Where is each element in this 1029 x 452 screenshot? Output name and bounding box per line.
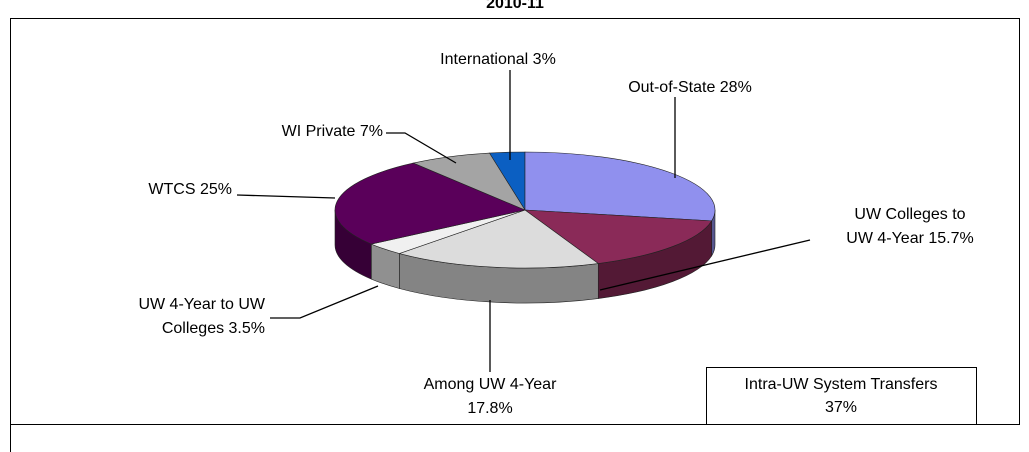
slice xyxy=(524,151,716,222)
slice-label: Among UW 4-Year xyxy=(424,376,557,393)
slice-label: WI Private 7% xyxy=(282,123,383,140)
annotation-box xyxy=(706,367,977,425)
leader-line xyxy=(386,132,457,164)
slice xyxy=(398,209,600,269)
leader-line xyxy=(599,239,811,291)
slice-label: International 3% xyxy=(440,51,556,68)
slice-label: UW 4-Year 15.7% xyxy=(846,230,973,247)
slice-label: WTCS 25% xyxy=(148,181,232,198)
slice-label: 17.8% xyxy=(467,400,512,417)
slice xyxy=(334,162,526,245)
chart-frame xyxy=(10,18,1020,425)
leader-line xyxy=(270,285,379,319)
slice-label: UW Colleges to xyxy=(854,206,965,223)
slice-label: Colleges 3.5% xyxy=(162,320,265,337)
annotation: Intra-UW System Transfers xyxy=(745,376,938,393)
slice xyxy=(412,152,526,211)
slice-label: Out-of-State 28% xyxy=(628,79,752,96)
annotation: 37% xyxy=(825,399,857,416)
slice-label: UW 4-Year to UW xyxy=(138,296,265,313)
chart-title: 2010-11 xyxy=(486,0,544,12)
leader-line xyxy=(236,194,336,199)
slice xyxy=(524,209,713,264)
